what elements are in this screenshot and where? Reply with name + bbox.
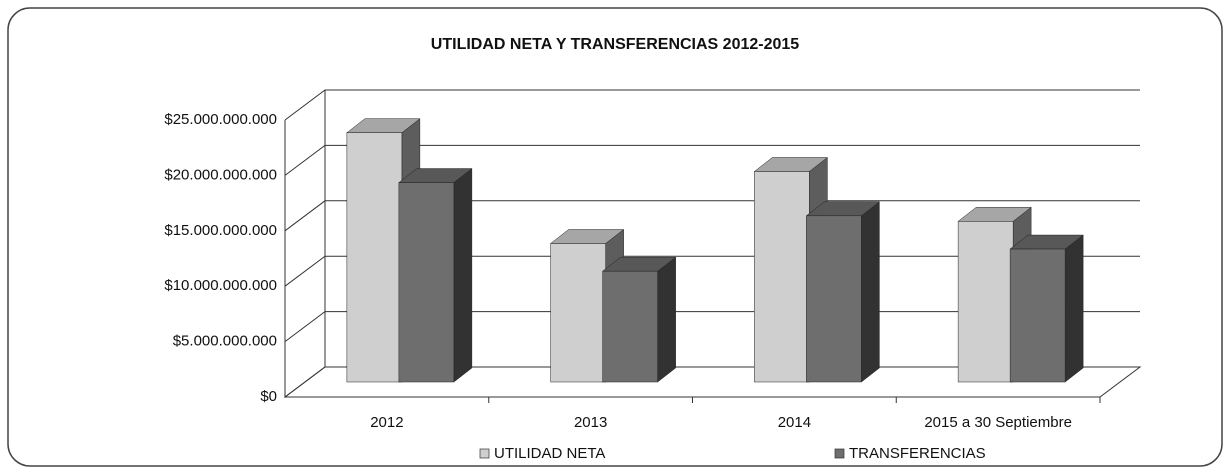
grid-line bbox=[284, 144, 1140, 176]
y-tick-label: $25.000.000.000 bbox=[164, 111, 277, 128]
bar bbox=[346, 132, 403, 383]
bar bbox=[1009, 248, 1066, 383]
bar bbox=[602, 270, 658, 383]
legend-swatch bbox=[834, 448, 845, 459]
legend-label: UTILIDAD NETA bbox=[494, 445, 605, 462]
grid-line bbox=[284, 89, 1140, 121]
bar bbox=[398, 182, 455, 383]
x-tick-label: 2013 bbox=[574, 414, 607, 431]
chart-title: UTILIDAD NETA Y TRANSFERENCIAS 2012-2015 bbox=[431, 36, 799, 53]
x-tick-label: 2015 a 30 Septiembre bbox=[924, 414, 1072, 431]
legend-swatch bbox=[479, 448, 490, 459]
bar-side bbox=[657, 256, 676, 383]
grid-line bbox=[284, 200, 1140, 232]
y-tick-label: $0 bbox=[260, 388, 277, 405]
bar bbox=[550, 243, 606, 383]
y-tick-label: $10.000.000.000 bbox=[164, 277, 277, 294]
legend-label: TRANSFERENCIAS bbox=[849, 445, 986, 462]
bar bbox=[806, 215, 862, 383]
y-tick-label: $20.000.000.000 bbox=[164, 166, 277, 183]
bar-side bbox=[1064, 234, 1084, 383]
x-tick-label: 2012 bbox=[370, 414, 403, 431]
bar bbox=[957, 221, 1014, 383]
bar-side bbox=[453, 168, 473, 383]
bar bbox=[754, 171, 810, 383]
y-tick-label: $15.000.000.000 bbox=[164, 222, 277, 239]
x-tick-label: 2014 bbox=[778, 414, 811, 431]
y-tick-label: $5.000.000.000 bbox=[173, 333, 277, 350]
bar-side bbox=[861, 201, 880, 383]
